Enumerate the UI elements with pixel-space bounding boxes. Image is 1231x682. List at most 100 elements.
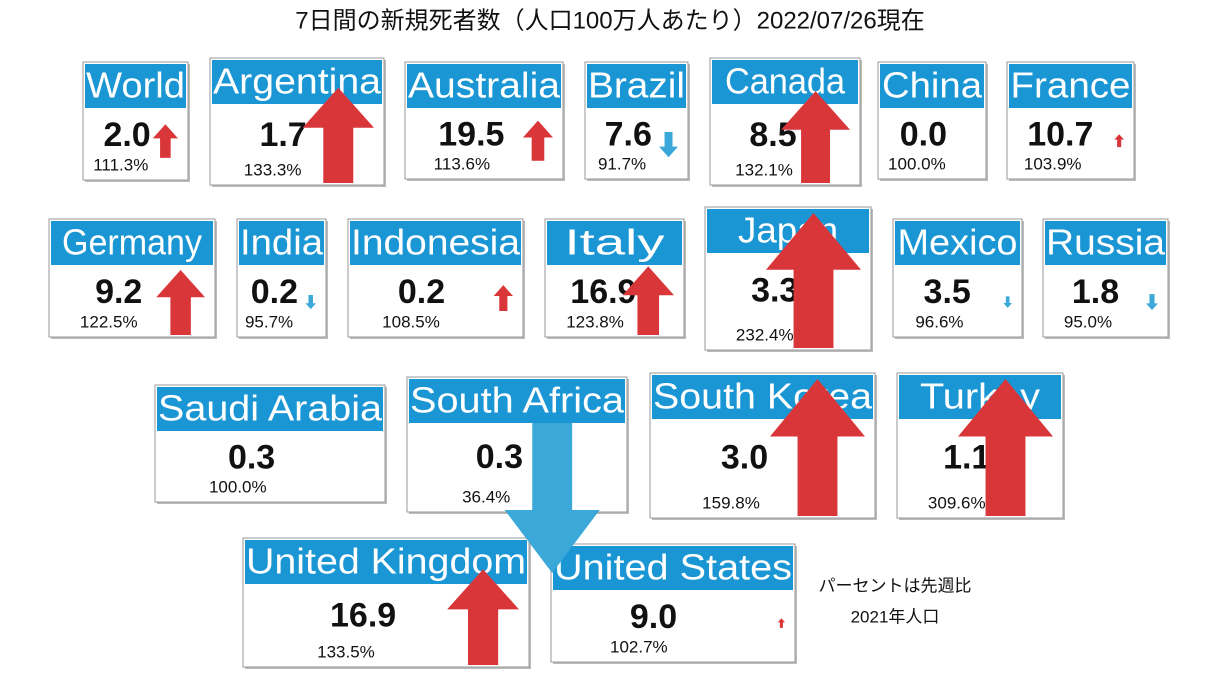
change-label: 232.4% [736,325,794,344]
value: 1.1 [943,438,990,476]
change-label: 95.7% [245,312,293,331]
country-name: Brazil [588,65,685,106]
card-header [895,221,1020,265]
value: 2.0 [103,116,150,154]
change-label: 36.4% [462,487,510,506]
card-header [880,64,984,108]
change-label: 133.3% [244,160,302,179]
card-header [239,221,324,265]
card-header [407,64,561,108]
card: South Africa 0.3 36.4% [406,376,629,514]
country-name: South Africa [410,380,625,421]
up-arrow [522,120,553,161]
value: 0.3 [228,439,275,477]
change-label: 102.7% [610,637,668,656]
card-header [212,60,382,104]
country-name: Argentina [213,61,382,102]
card-header [157,387,383,431]
card-header [51,221,213,265]
change-label: 132.1% [735,160,793,179]
value: 3.0 [721,438,768,476]
card: Russia 1.895.0% [1042,218,1170,339]
up-arrow [958,379,1053,516]
country-name: Russia [1046,222,1166,263]
value: 1.8 [1072,273,1119,311]
value: 0.3 [476,438,523,476]
change-label: 100.0% [888,154,946,173]
country-name: China [882,65,983,106]
down-arrow [504,423,600,573]
country-name: Saudi Arabia [158,388,383,429]
change-label: 91.7% [598,154,646,173]
value: 16.9 [330,597,396,635]
card-header [547,221,682,265]
down-arrow [659,132,678,158]
change-label: 108.5% [382,312,440,331]
country-name: Australia [408,65,561,106]
down-arrow [305,295,316,310]
change-label: 122.5% [80,312,138,331]
title: 7日間の新規死者数（人口100万人あたり）2022/07/26現在 [295,7,925,34]
up-arrow [770,379,865,516]
country-name: Germany [62,222,202,263]
value: 9.2 [95,273,142,311]
up-arrow [622,266,674,335]
change-label: 111.3% [93,155,148,174]
up-arrow [1114,134,1124,148]
card-header [1045,221,1166,265]
change-label: 96.6% [915,312,963,331]
card-header [85,64,186,108]
card-header [350,221,521,265]
country-name: Canada [725,61,846,102]
country-name: Mexico [898,222,1018,263]
up-arrow [766,213,861,348]
card-header [587,64,686,108]
up-arrow [447,569,519,665]
country-name: Indonesia [351,222,521,263]
card-header [553,546,793,590]
note: パーセントは先週比 [819,576,972,595]
change-label: 95.0% [1064,312,1112,331]
card-header [1009,64,1132,108]
down-arrow [1146,294,1158,311]
card: Brazil 7.691.7% [584,61,690,181]
change-label: 123.8% [566,312,624,331]
country-name: United States [554,547,792,588]
country-name: World [86,65,185,106]
card-header [409,379,625,423]
card: Mexico 3.596.6% [892,218,1024,339]
change-label: 113.6% [434,154,490,173]
country-name: Italy [565,222,665,263]
value: 0.0 [900,116,947,154]
change-label: 133.5% [317,642,375,661]
up-arrow [781,91,850,183]
down-arrow [1003,296,1012,308]
country-name: France [1011,65,1131,106]
change-label: 100.0% [209,477,267,496]
value: 3.3 [751,272,798,310]
up-arrow [156,270,205,335]
value: 10.7 [1027,116,1093,154]
value: 3.5 [924,273,971,311]
up-arrow [493,285,513,311]
value: 1.7 [259,116,306,154]
card: India 0.295.7% [236,218,328,339]
card-header [712,60,858,104]
value: 19.5 [438,116,504,154]
value: 7.6 [605,116,652,154]
up-arrow [152,124,178,158]
change-label: 103.9% [1024,154,1082,173]
